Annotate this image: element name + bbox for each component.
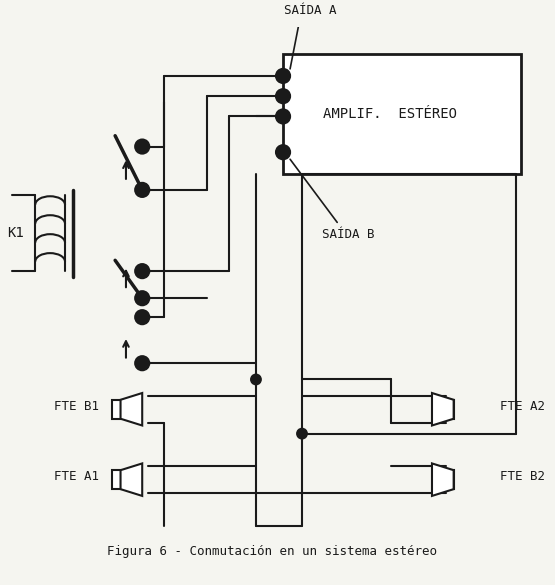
Circle shape xyxy=(135,183,149,197)
Circle shape xyxy=(135,291,149,305)
Text: FTE A1: FTE A1 xyxy=(54,470,99,483)
Circle shape xyxy=(276,145,290,159)
Polygon shape xyxy=(432,463,453,496)
Bar xyxy=(446,400,453,419)
Circle shape xyxy=(135,356,149,370)
Bar xyxy=(113,470,120,489)
Text: AMPLIF.  ESTÉREO: AMPLIF. ESTÉREO xyxy=(323,107,457,121)
Text: Figura 6 - Conmutación en un sistema estéreo: Figura 6 - Conmutación en un sistema est… xyxy=(107,545,437,558)
Circle shape xyxy=(135,264,149,278)
Text: SAÍDA B: SAÍDA B xyxy=(322,228,374,241)
Circle shape xyxy=(297,429,307,439)
Text: FTE A2: FTE A2 xyxy=(500,400,544,413)
Circle shape xyxy=(276,109,290,123)
Text: FTE B1: FTE B1 xyxy=(54,400,99,413)
Circle shape xyxy=(135,139,149,154)
Polygon shape xyxy=(120,393,142,425)
Bar xyxy=(113,400,120,419)
Text: K1: K1 xyxy=(7,226,23,240)
Circle shape xyxy=(251,374,261,384)
Circle shape xyxy=(276,89,290,103)
Bar xyxy=(283,54,521,174)
Polygon shape xyxy=(432,393,453,425)
Circle shape xyxy=(135,310,149,324)
Bar xyxy=(446,470,453,489)
Polygon shape xyxy=(120,463,142,496)
Circle shape xyxy=(276,69,290,83)
Text: SAÍDA A: SAÍDA A xyxy=(284,4,336,16)
Text: FTE B2: FTE B2 xyxy=(500,470,544,483)
